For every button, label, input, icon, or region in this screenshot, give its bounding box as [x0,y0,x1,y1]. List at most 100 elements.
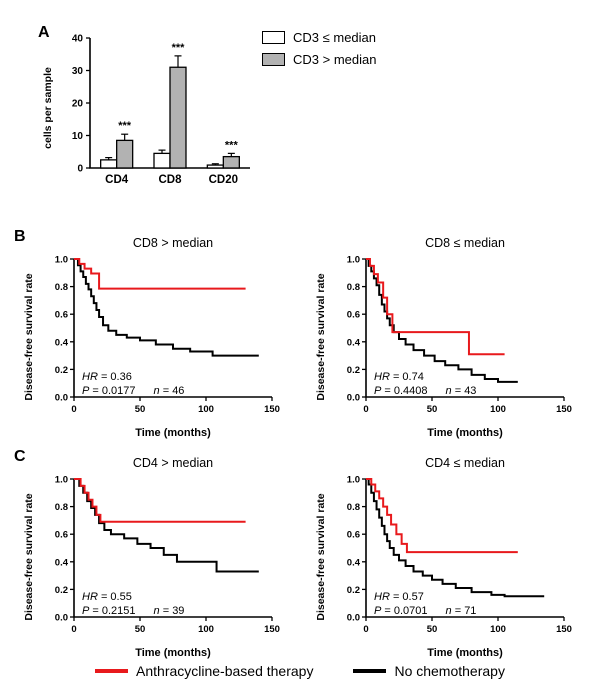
x-axis-label: Time (months) [427,647,503,659]
n-value: = 46 [159,384,185,397]
svg-text:0.8: 0.8 [55,502,68,513]
svg-text:0: 0 [363,404,368,415]
cd3-gt-median-label: CD3 > median [293,52,377,67]
panel-a-legend: CD3 ≤ median CD3 > median [262,30,376,74]
x-axis-label: Time (months) [135,427,211,439]
n-value: = 39 [159,604,185,617]
svg-text:50: 50 [135,624,146,635]
y-axis-label: Disease-free survival rate [315,273,327,401]
survival-plot: 0.0 0.2 0.4 0.6 0.8 1.0 0 50 100 150 [347,255,572,416]
svg-text:0.6: 0.6 [347,530,360,541]
cd3-le-median-swatch [262,31,285,44]
panel-a-plot: 0 10 20 30 40 CD4 *** CD8 *** CD20 *** [72,34,250,186]
legend-item-no-chemotherapy: No chemotherapy [353,663,505,679]
legend-item-cd3-gt-median: CD3 > median [262,52,376,67]
svg-text:100: 100 [490,624,506,635]
svg-text:0.2: 0.2 [347,585,360,596]
y-axis-label: Disease-free survival rate [23,493,35,621]
chart-title: CD4 ≤ median [425,456,505,470]
svg-text:100: 100 [198,624,214,635]
n-label: n [153,604,160,617]
svg-text:0.8: 0.8 [347,282,360,293]
n-value: = 43 [451,384,477,397]
cd3-le-median-label: CD3 ≤ median [293,30,377,45]
svg-text:0.6: 0.6 [55,530,68,541]
n-value: = 71 [451,604,477,617]
svg-text:1.0: 1.0 [347,255,360,266]
y-axis-label: Disease-free survival rate [315,493,327,621]
hr-value: = 0.57 [389,591,424,603]
black-line-swatch [353,668,387,674]
p-value: = 0.0701 [381,604,428,617]
svg-text:100: 100 [490,404,506,415]
stats-annotation: HR = 0.74 P = 0.4408 n = 43 [374,371,476,398]
hr-stat: HR = 0.55 [82,591,184,605]
hr-value: = 0.36 [97,371,132,383]
svg-text:CD8: CD8 [158,174,182,186]
n-label: n [153,384,160,397]
km-chart-cd8-le-median: CD8 ≤ median Disease-free survival rate … [308,236,578,446]
p-value: = 0.4408 [381,384,428,397]
hr-stat: HR = 0.74 [374,371,476,385]
anthracycline-legend-label: Anthracycline-based therapy [136,663,314,679]
panel-a-bar-chart: cells per sample 0 10 20 30 40 CD4 *** CD8 *** CD… [34,22,264,202]
svg-text:***: *** [118,120,132,132]
p-n-stat: P = 0.4408 n = 43 [374,385,476,399]
p-label: P [82,384,90,397]
chart-title: CD8 ≤ median [425,236,505,250]
svg-text:10: 10 [72,131,84,142]
x-axis-label: Time (months) [135,647,211,659]
panel-a-y-axis-label: cells per sample [42,67,54,149]
hr-label: HR [374,591,390,603]
svg-text:0.2: 0.2 [55,585,68,596]
p-label: P [82,604,90,617]
svg-text:150: 150 [264,624,280,635]
svg-text:CD20: CD20 [209,174,238,186]
svg-text:0.2: 0.2 [55,365,68,376]
figure-legend: Anthracycline-based therapy No chemother… [0,663,600,679]
p-n-stat: P = 0.0701 n = 71 [374,605,476,619]
hr-stat: HR = 0.57 [374,591,476,605]
panel-label-c: C [14,448,26,465]
svg-text:20: 20 [72,99,84,110]
x-axis-label: Time (months) [427,427,503,439]
p-n-stat: P = 0.0177 n = 46 [82,385,184,399]
n-label: n [445,604,452,617]
svg-text:0.4: 0.4 [347,557,361,568]
svg-text:0: 0 [363,624,368,635]
svg-text:0.6: 0.6 [55,310,68,321]
svg-text:30: 30 [72,66,84,77]
svg-text:100: 100 [198,404,214,415]
svg-text:0.6: 0.6 [347,310,360,321]
stats-annotation: HR = 0.57 P = 0.0701 n = 71 [374,591,476,618]
survival-plot: 0.0 0.2 0.4 0.6 0.8 1.0 0 50 100 150 [347,475,572,636]
legend-item-anthracycline: Anthracycline-based therapy [95,663,313,679]
svg-text:0.4: 0.4 [347,337,361,348]
stats-annotation: HR = 0.36 P = 0.0177 n = 46 [82,371,184,398]
svg-text:0.2: 0.2 [347,365,360,376]
p-label: P [374,384,382,397]
svg-text:150: 150 [556,404,572,415]
svg-text:50: 50 [427,404,438,415]
hr-label: HR [82,591,98,603]
svg-text:0: 0 [71,404,76,415]
n-label: n [445,384,452,397]
svg-text:CD4: CD4 [105,174,129,186]
p-n-stat: P = 0.2151 n = 39 [82,605,184,619]
svg-text:0.0: 0.0 [55,613,68,624]
svg-text:***: *** [172,42,186,54]
svg-text:0.0: 0.0 [347,393,360,404]
svg-text:0: 0 [71,624,76,635]
svg-text:0.0: 0.0 [55,393,68,404]
svg-text:0: 0 [77,164,83,175]
svg-text:1.0: 1.0 [55,255,68,266]
km-chart-cd8-gt-median: CD8 > median Disease-free survival rate … [16,236,286,446]
hr-value: = 0.55 [97,591,132,603]
cd3-gt-median-swatch [262,53,285,66]
red-line-swatch [95,668,129,674]
svg-text:0.4: 0.4 [55,337,69,348]
svg-text:0.4: 0.4 [55,557,69,568]
svg-text:1.0: 1.0 [55,475,68,486]
svg-text:0.8: 0.8 [347,502,360,513]
survival-plot: 0.0 0.2 0.4 0.6 0.8 1.0 0 50 100 150 [55,255,280,416]
